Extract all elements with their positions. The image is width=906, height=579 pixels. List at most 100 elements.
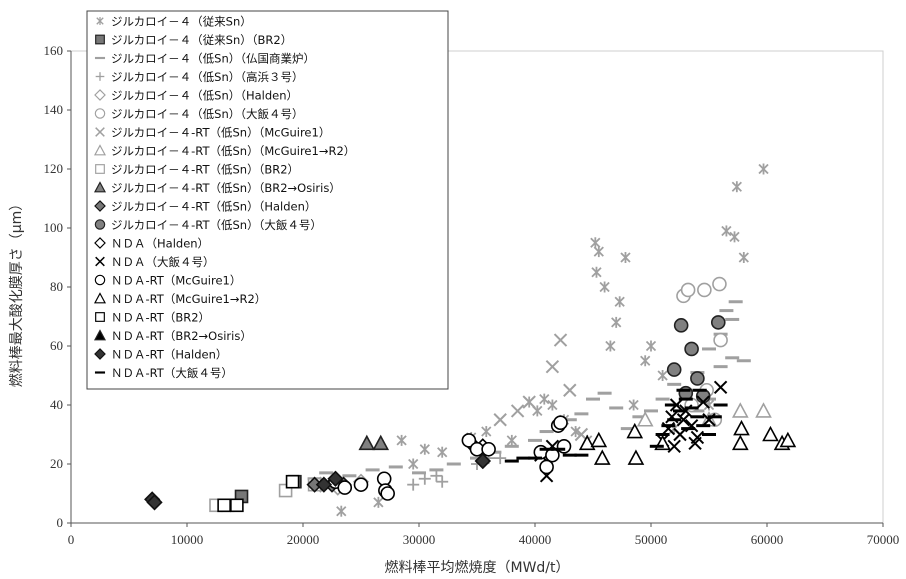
data-point — [437, 446, 448, 458]
legend-marker-shape — [94, 219, 106, 230]
legend-marker — [93, 329, 107, 341]
data-point — [721, 225, 732, 237]
data-point — [556, 438, 572, 454]
data-point — [762, 425, 779, 442]
legend-marker-shape — [94, 348, 106, 360]
legend-label: ジルカロイ－４-RT（低Sn）（Halden） — [111, 200, 316, 214]
legend-marker-shape — [94, 237, 106, 249]
data-point — [628, 399, 639, 411]
data-point — [230, 498, 244, 513]
data-point — [407, 478, 420, 491]
x-tick-label: 0 — [68, 532, 75, 547]
series-14 — [328, 415, 572, 501]
legend-marker-shape — [95, 256, 105, 267]
data-point — [372, 434, 390, 451]
x-tick-label: 20000 — [287, 532, 320, 547]
data-point — [627, 449, 645, 465]
legend-marker — [95, 312, 105, 322]
y-tick-label: 100 — [44, 220, 64, 235]
y-tick-label: 40 — [50, 397, 63, 412]
legend-marker-shape — [95, 164, 105, 174]
data-point — [729, 231, 740, 243]
legend-label: ＮＤＡ-RT（McGuire1→R2） — [111, 292, 266, 306]
legend-label: ジルカロイ－４（低Sn）（高浜３号） — [111, 70, 304, 84]
legend-marker-shape — [94, 108, 106, 119]
legend-label: ＮＤＡ-RT（BR2→Osiris） — [111, 329, 252, 343]
data-point — [553, 333, 568, 347]
y-tick-label: 140 — [44, 102, 64, 117]
data-point — [358, 434, 376, 451]
legend-label: ジルカロイ－４（従来Sn） — [111, 15, 252, 29]
data-point — [591, 266, 602, 278]
data-point — [336, 505, 347, 517]
legend-marker-shape — [94, 274, 106, 286]
legend-label: ジルカロイ－４-RT（低Sn）（BR2→Osiris） — [111, 181, 341, 195]
legend-marker — [93, 181, 107, 193]
x-tick-label: 50000 — [635, 532, 668, 547]
data-point — [713, 380, 728, 395]
legend-label: ＮＤＡ-RT（Halden） — [111, 348, 227, 362]
data-point — [396, 434, 407, 446]
legend-label: ＮＤＡ-RT（McGuire1） — [111, 274, 241, 288]
y-tick-label: 120 — [44, 161, 64, 176]
series-18 — [144, 452, 491, 511]
y-tick-label: 0 — [57, 515, 64, 530]
data-point — [731, 402, 749, 418]
data-point — [676, 413, 691, 427]
legend-label: ＮＤＡ-RT（BR2） — [111, 311, 210, 325]
series-16 — [217, 474, 300, 513]
data-point — [315, 476, 333, 493]
data-point — [690, 371, 705, 386]
legend: ジルカロイ－４（従来Sn） ジルカロイ－４（従来Sn）（BR2） ジルカロイ－４（低… — [86, 10, 449, 390]
data-point — [673, 318, 689, 333]
data-point — [779, 431, 797, 448]
data-point — [696, 395, 710, 409]
legend-marker-shape — [95, 34, 105, 45]
data-point — [697, 282, 712, 298]
data-point — [510, 404, 525, 418]
data-point — [539, 459, 554, 475]
x-tick-label: 60000 — [751, 532, 784, 547]
data-point — [680, 282, 696, 298]
legend-marker-shape — [93, 292, 107, 304]
data-point — [611, 316, 622, 328]
series-9 — [358, 434, 390, 451]
legend-label: ジルカロイ－４（低Sn）（大飯４号） — [111, 107, 304, 121]
legend-marker-shape — [94, 200, 106, 212]
legend-marker-shape — [95, 72, 105, 81]
data-point — [337, 480, 353, 495]
legend-marker — [95, 127, 105, 137]
legend-marker-shape — [94, 89, 106, 101]
data-point — [758, 163, 769, 175]
legend-marker — [94, 348, 106, 360]
y-tick-label: 20 — [50, 456, 63, 471]
data-point — [436, 475, 449, 488]
data-point — [494, 452, 507, 465]
legend-marker — [94, 219, 106, 230]
data-point — [547, 399, 558, 411]
legend-marker — [95, 34, 105, 45]
data-point — [353, 477, 369, 492]
data-point — [684, 341, 699, 357]
legend-marker — [96, 17, 104, 25]
data-point — [578, 434, 596, 451]
legend-label: ジルカロイ－４（従来Sn）（BR2） — [111, 33, 292, 47]
data-point — [481, 426, 492, 438]
data-point — [376, 471, 392, 487]
y-tick-label: 160 — [44, 43, 64, 58]
data-point — [146, 494, 163, 511]
data-point — [545, 359, 560, 374]
data-point — [539, 393, 550, 405]
data-point — [733, 419, 750, 436]
legend-label: ジルカロイ－４-RT（低Sn）（大飯４号） — [111, 218, 322, 232]
axes: 0 10000 20000 30000 40000 50000 60000 70000 0 20 4… — [44, 43, 900, 547]
data-point — [285, 474, 300, 489]
data-point — [712, 276, 727, 292]
legend-label: ＮＤＡ-RT（大飯４号） — [111, 366, 233, 380]
series-15 — [578, 419, 797, 465]
data-point — [522, 395, 536, 409]
legend-label: ジルカロイ－４-RT（低Sn）（McGuire1→R2） — [111, 144, 355, 158]
data-point — [430, 469, 443, 482]
data-point — [217, 498, 231, 513]
